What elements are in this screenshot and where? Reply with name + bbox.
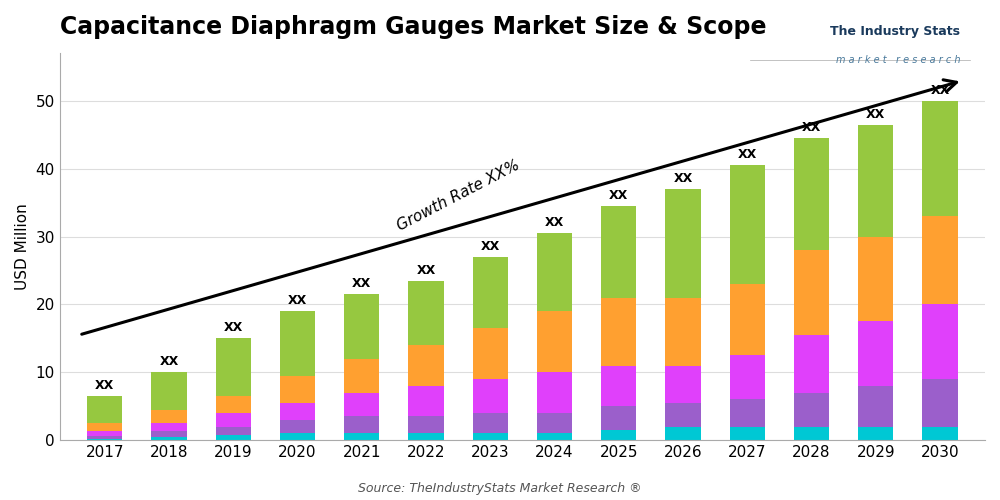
Bar <box>151 432 187 436</box>
Bar <box>922 101 958 216</box>
Bar <box>473 328 508 379</box>
Bar <box>151 423 187 432</box>
Text: XX: XX <box>930 84 950 97</box>
Bar <box>280 434 315 440</box>
Text: XX: XX <box>673 172 693 185</box>
Bar <box>922 426 958 440</box>
Bar <box>280 311 315 376</box>
Bar <box>87 396 122 423</box>
Bar <box>858 124 893 236</box>
Bar <box>922 216 958 304</box>
Text: XX: XX <box>95 379 114 392</box>
Bar <box>280 420 315 434</box>
Text: XX: XX <box>738 148 757 162</box>
Text: Capacitance Diaphragm Gauges Market Size & Scope: Capacitance Diaphragm Gauges Market Size… <box>60 15 766 39</box>
Bar <box>537 372 572 413</box>
Bar <box>601 366 636 406</box>
Bar <box>858 426 893 440</box>
Y-axis label: USD Million: USD Million <box>15 204 30 290</box>
Text: XX: XX <box>802 121 821 134</box>
Bar <box>151 372 187 410</box>
Bar <box>601 298 636 366</box>
Bar <box>858 322 893 386</box>
Bar <box>216 396 251 413</box>
Bar <box>537 233 572 311</box>
Bar <box>601 430 636 440</box>
Bar <box>408 280 444 345</box>
Bar <box>280 376 315 403</box>
Text: The Industry Stats: The Industry Stats <box>830 25 960 38</box>
Bar <box>665 366 701 403</box>
Bar <box>794 335 829 392</box>
Bar <box>601 206 636 298</box>
Bar <box>858 236 893 322</box>
Text: XX: XX <box>159 355 179 368</box>
Text: XX: XX <box>352 277 371 290</box>
Bar <box>922 379 958 426</box>
Bar <box>344 392 379 416</box>
Text: XX: XX <box>545 216 564 229</box>
Bar <box>794 392 829 426</box>
Text: m a r k e t   r e s e a r c h: m a r k e t r e s e a r c h <box>836 55 960 65</box>
Text: XX: XX <box>288 294 307 307</box>
Bar <box>216 413 251 426</box>
Bar <box>473 413 508 434</box>
Bar <box>216 434 251 440</box>
Bar <box>408 416 444 434</box>
Bar <box>537 311 572 372</box>
Bar <box>601 406 636 430</box>
Bar <box>216 338 251 396</box>
Text: XX: XX <box>481 240 500 253</box>
Bar <box>344 434 379 440</box>
Bar <box>794 138 829 250</box>
Text: Growth Rate XX%: Growth Rate XX% <box>394 157 522 233</box>
Bar <box>665 189 701 298</box>
Bar <box>537 434 572 440</box>
Text: XX: XX <box>609 189 628 202</box>
Bar <box>730 400 765 426</box>
Bar <box>858 386 893 426</box>
Bar <box>151 410 187 423</box>
Bar <box>151 436 187 440</box>
Bar <box>665 298 701 366</box>
Bar <box>87 430 122 436</box>
Bar <box>922 304 958 379</box>
Bar <box>730 426 765 440</box>
Bar <box>730 356 765 400</box>
Bar <box>665 426 701 440</box>
Bar <box>408 386 444 416</box>
Bar <box>280 403 315 420</box>
Bar <box>216 426 251 434</box>
Bar <box>408 345 444 386</box>
Bar <box>537 413 572 434</box>
Bar <box>344 294 379 358</box>
Text: Source: TheIndustryStats Market Research ®: Source: TheIndustryStats Market Research… <box>358 482 642 495</box>
Bar <box>344 358 379 392</box>
Bar <box>344 416 379 434</box>
Text: XX: XX <box>224 322 243 334</box>
Bar <box>87 423 122 430</box>
Text: XX: XX <box>416 264 436 276</box>
Bar <box>87 439 122 440</box>
Bar <box>665 403 701 426</box>
Bar <box>730 166 765 284</box>
Bar <box>794 250 829 335</box>
Text: XX: XX <box>866 108 885 120</box>
Bar <box>473 257 508 328</box>
Bar <box>473 379 508 413</box>
Bar <box>730 284 765 356</box>
Bar <box>794 426 829 440</box>
Bar <box>408 434 444 440</box>
Bar <box>473 434 508 440</box>
Bar <box>87 436 122 439</box>
